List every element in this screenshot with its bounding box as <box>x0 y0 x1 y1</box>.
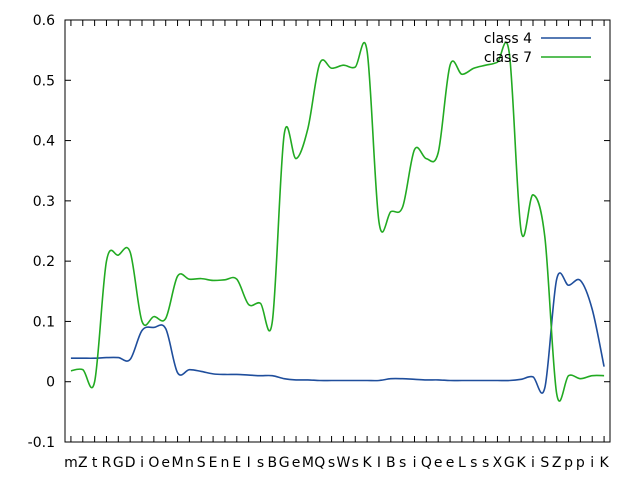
x-tick-label: S <box>540 455 549 471</box>
x-tick-label: Q <box>421 455 432 471</box>
x-tick-label: E <box>209 455 218 471</box>
y-tick-label: 0.5 <box>33 73 55 89</box>
x-tick-label: i <box>413 455 417 471</box>
x-tick-label: e <box>434 455 443 471</box>
x-tick-label: Z <box>78 455 88 471</box>
x-tick-label: n <box>185 455 194 471</box>
x-tick-label: K <box>363 455 373 471</box>
x-tick-label: s <box>328 455 335 471</box>
x-tick-label: m <box>64 455 78 471</box>
x-tick-label: D <box>125 455 136 471</box>
legend: class 4 class 7 <box>484 31 591 66</box>
x-tick-label: s <box>399 455 406 471</box>
x-tick-label: p <box>576 455 585 471</box>
x-tick-label: i <box>531 455 535 471</box>
y-tick-label: 0.1 <box>33 314 55 330</box>
y-tick-label: 0.2 <box>33 254 55 270</box>
x-tick-label: i <box>140 455 144 471</box>
x-tick-label: G <box>279 455 290 471</box>
x-tick-label: M <box>302 455 314 471</box>
x-tick-label: M <box>172 455 184 471</box>
x-tick-label: s <box>352 455 359 471</box>
x-tick-label: L <box>458 455 466 471</box>
legend-label-2: class 7 <box>484 50 532 66</box>
x-tick-label: I <box>247 455 251 471</box>
x-tick-label: R <box>102 455 112 471</box>
y-tick-label: 0 <box>46 375 55 391</box>
x-tick-label: t <box>92 455 98 471</box>
x-tick-label: K <box>517 455 527 471</box>
x-tick-label: G <box>504 455 515 471</box>
x-tick-label: p <box>564 455 573 471</box>
x-tick-label: e <box>161 455 170 471</box>
x-tick-label: s <box>470 455 477 471</box>
x-tick-label: E <box>232 455 241 471</box>
legend-label-1: class 4 <box>484 31 532 47</box>
x-tick-label: I <box>377 455 381 471</box>
x-tick-label: B <box>268 455 278 471</box>
x-tick-label: Q <box>314 455 325 471</box>
x-tick-label: S <box>197 455 206 471</box>
series-line-1 <box>70 272 605 394</box>
y-tick-label: -0.1 <box>28 435 55 451</box>
x-tick-label: i <box>590 455 594 471</box>
x-tick-label: n <box>221 455 230 471</box>
x-tick-label: K <box>599 455 609 471</box>
x-tick-label: Z <box>552 455 562 471</box>
series-lines <box>70 41 605 402</box>
y-tick-label: 0.4 <box>33 134 55 150</box>
x-tick-label: G <box>113 455 124 471</box>
x-tick-label: W <box>337 455 351 471</box>
y-tick-label: 0.6 <box>33 13 55 29</box>
y-tick-label: 0.3 <box>33 194 55 210</box>
x-tick-label: e <box>446 455 455 471</box>
x-tick-label: X <box>493 455 503 471</box>
series-line-2 <box>70 41 605 402</box>
x-tick-label: B <box>386 455 396 471</box>
x-tick-label: s <box>482 455 489 471</box>
x-tick-label: s <box>257 455 264 471</box>
x-tick-label: O <box>148 455 159 471</box>
x-tick-label: e <box>292 455 301 471</box>
plot-frame <box>64 19 611 443</box>
